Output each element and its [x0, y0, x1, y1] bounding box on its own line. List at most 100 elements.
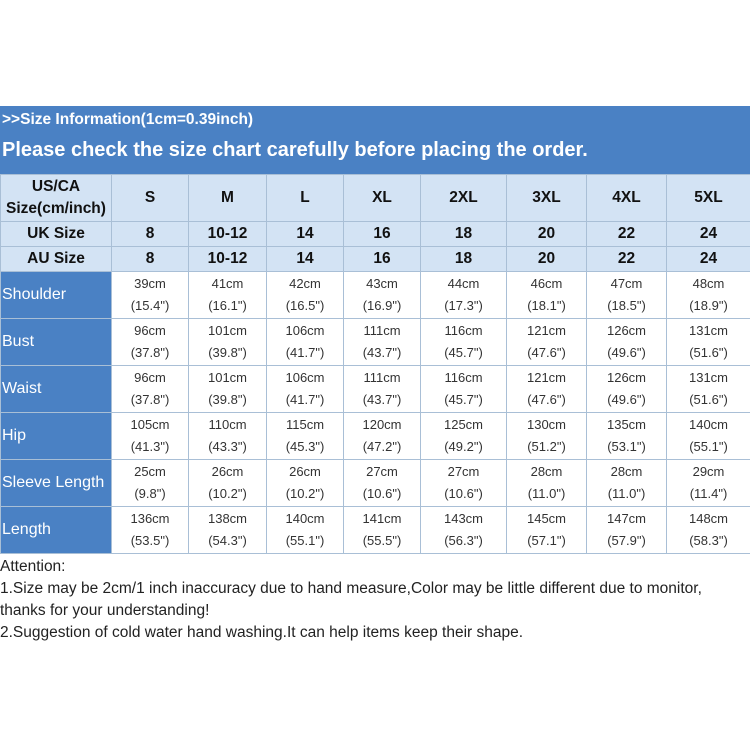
- measurement-cell: 111cm (43.7"): [343, 318, 421, 366]
- uk-size-cell: 16: [343, 221, 421, 247]
- measurement-cell: 121cm (47.6"): [506, 365, 587, 413]
- measurement-cell: 120cm (47.2"): [343, 412, 421, 460]
- inch-value: (10.2"): [208, 486, 247, 501]
- inch-value: (49.2"): [444, 439, 483, 454]
- size-info-banner: >>Size Information(1cm=0.39inch) Please …: [0, 106, 750, 174]
- measurement-label: Length: [0, 506, 112, 554]
- measurement-cell: 147cm (57.9"): [586, 506, 667, 554]
- measurement-cell: 101cm (39.8"): [188, 365, 267, 413]
- measurement-cell: 41cm (16.1"): [188, 271, 267, 319]
- measurement-cell: 138cm (54.3"): [188, 506, 267, 554]
- measurement-cell: 141cm (55.5"): [343, 506, 421, 554]
- size-header-cell: L: [266, 174, 344, 222]
- inch-value: (49.6"): [607, 345, 646, 360]
- measurement-cell: 121cm (47.6"): [506, 318, 587, 366]
- size-header-cell: XL: [343, 174, 421, 222]
- measurement-cell: 26cm (10.2"): [188, 459, 267, 507]
- cm-value: 105cm: [130, 417, 170, 432]
- cm-value: 48cm: [692, 276, 725, 291]
- cm-value: 46cm: [530, 276, 563, 291]
- au-size-cell: 20: [506, 246, 587, 272]
- measurement-cell: 39cm (15.4"): [111, 271, 189, 319]
- measurement-cell: 131cm (51.6"): [666, 365, 750, 413]
- cm-value: 111cm: [363, 370, 401, 385]
- measurement-cell: 125cm (49.2"): [420, 412, 507, 460]
- size-header-cell: 4XL: [586, 174, 667, 222]
- cm-value: 47cm: [610, 276, 643, 291]
- note-line-2: thanks for your understanding!: [0, 602, 210, 619]
- measurement-cell: 143cm (56.3"): [420, 506, 507, 554]
- uk-size-cell: 14: [266, 221, 344, 247]
- measurement-cell: 44cm (17.3"): [420, 271, 507, 319]
- measurement-cell: 140cm (55.1"): [266, 506, 344, 554]
- measurement-label: Hip: [0, 412, 112, 460]
- cm-value: 148cm: [688, 511, 729, 526]
- size-header-cell: 5XL: [666, 174, 750, 222]
- measurement-row: Shoulder 39cm (15.4") 41cm (16.1") 42cm (16.5"…: [0, 271, 750, 319]
- inch-value: (41.7"): [285, 392, 325, 407]
- cm-value: 28cm: [610, 464, 643, 479]
- au-size-cell: 18: [420, 246, 507, 272]
- cm-value: 96cm: [134, 370, 166, 385]
- measurement-cell: 29cm (11.4"): [666, 459, 750, 507]
- cm-value: 110cm: [208, 417, 247, 432]
- cm-value: 41cm: [211, 276, 244, 291]
- cm-value: 121cm: [526, 323, 567, 338]
- measurement-label: Waist: [0, 365, 112, 413]
- cm-value: 131cm: [688, 323, 729, 338]
- cm-value: 26cm: [211, 464, 244, 479]
- inch-value: (56.3"): [444, 533, 483, 548]
- cm-value: 106cm: [285, 370, 325, 385]
- inch-value: (18.9"): [689, 298, 728, 313]
- cm-value: 140cm: [688, 417, 729, 432]
- cm-value: 131cm: [688, 370, 729, 385]
- cm-value: 42cm: [289, 276, 321, 291]
- attention-title: Attention:: [0, 558, 66, 575]
- measurement-cell: 131cm (51.6"): [666, 318, 750, 366]
- size-chart-table: US/CA Size(cm/inch) S M L XL 2XL 3XL 4XL…: [0, 174, 750, 554]
- measurement-cell: 28cm (11.0"): [506, 459, 587, 507]
- measurement-cell: 96cm (37.8"): [111, 365, 189, 413]
- inch-value: (43.7"): [362, 392, 402, 407]
- uk-size-cell: 8: [111, 221, 189, 247]
- inch-value: (51.6"): [689, 392, 728, 407]
- measurement-cell: 126cm (49.6"): [586, 318, 667, 366]
- measurement-label: Sleeve Length: [0, 459, 112, 507]
- cm-value: 27cm: [447, 464, 480, 479]
- inch-value: (39.8"): [208, 392, 247, 407]
- banner-size-info-title: >>Size Information(1cm=0.39inch): [2, 111, 254, 128]
- measurement-row: Bust 96cm (37.8") 101cm (39.8") 106cm (41.7") 1…: [0, 318, 750, 366]
- measurement-cell: 105cm (41.3"): [111, 412, 189, 460]
- cm-value: 26cm: [289, 464, 321, 479]
- cm-value: 116cm: [444, 323, 483, 338]
- measurement-cell: 47cm (18.5"): [586, 271, 667, 319]
- cm-value: 96cm: [134, 323, 166, 338]
- inch-value: (51.6"): [689, 345, 728, 360]
- measurement-row: Waist 96cm (37.8") 101cm (39.8") 106cm (41.7")…: [0, 365, 750, 413]
- inch-value: (43.3"): [208, 439, 247, 454]
- measurement-cell: 28cm (11.0"): [586, 459, 667, 507]
- attention-notes: Attention: 1.Size may be 2cm/1 inch inac…: [0, 556, 750, 644]
- cm-value: 44cm: [447, 276, 480, 291]
- cm-value: 121cm: [526, 370, 567, 385]
- measurement-cell: 106cm (41.7"): [266, 318, 344, 366]
- cm-value: 28cm: [530, 464, 563, 479]
- size-header-cell: M: [188, 174, 267, 222]
- au-size-cell: 14: [266, 246, 344, 272]
- banner-check-notice: Please check the size chart carefully be…: [2, 139, 588, 161]
- inch-value: (53.5"): [130, 533, 170, 548]
- uk-size-row: UK Size 8 10-12 14 16 18 20 22 24: [0, 221, 750, 247]
- size-header-cell: S: [111, 174, 189, 222]
- cm-value: 25cm: [134, 464, 166, 479]
- inch-value: (47.6"): [527, 345, 566, 360]
- inch-value: (18.5"): [607, 298, 646, 313]
- inch-value: (53.1"): [607, 439, 646, 454]
- cm-value: 101cm: [207, 370, 248, 385]
- measurement-row: Length 136cm (53.5") 138cm (54.3") 140cm (55.1…: [0, 506, 750, 554]
- us-ca-size-header: US/CA Size(cm/inch): [0, 174, 112, 222]
- measurement-cell: 126cm (49.6"): [586, 365, 667, 413]
- inch-value: (43.7"): [362, 345, 402, 360]
- measurement-cell: 106cm (41.7"): [266, 365, 344, 413]
- size-header-cell: 2XL: [420, 174, 507, 222]
- cm-value: 138cm: [207, 511, 248, 526]
